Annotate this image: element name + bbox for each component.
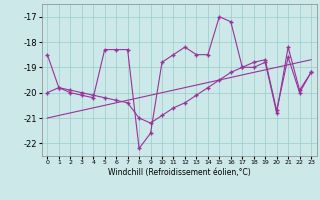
X-axis label: Windchill (Refroidissement éolien,°C): Windchill (Refroidissement éolien,°C) [108,168,251,177]
